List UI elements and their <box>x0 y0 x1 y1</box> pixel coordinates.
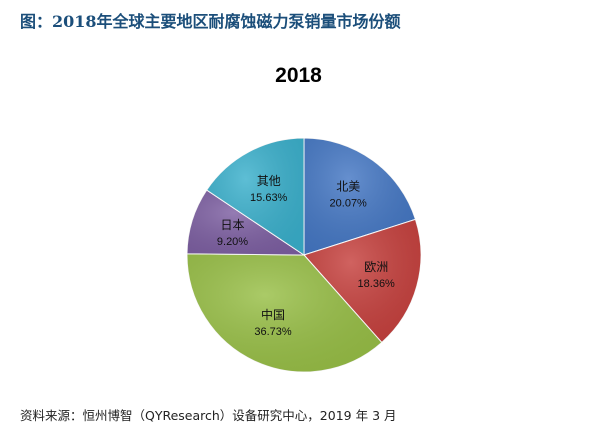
slice-value-label: 20.07% <box>330 198 368 210</box>
slice-label: 其他 <box>257 174 281 188</box>
slice-label: 欧洲 <box>364 260 388 274</box>
slice-value-label: 9.20% <box>217 236 248 248</box>
slice-value-label: 36.73% <box>254 326 292 338</box>
chart-title: 2018 <box>275 64 322 87</box>
slice-value-label: 18.36% <box>358 278 396 290</box>
figure-title: 图：2018年全球主要地区耐腐蚀磁力泵销量市场份额 <box>20 12 401 31</box>
slice-label: 北美 <box>336 180 360 194</box>
slice-value-label: 15.63% <box>250 192 288 204</box>
slice-label: 日本 <box>220 218 244 232</box>
slice-label: 中国 <box>261 307 285 322</box>
source-note: 资料来源：恒州博智（QYResearch）设备研究中心，2019 年 3 月 <box>20 408 397 423</box>
